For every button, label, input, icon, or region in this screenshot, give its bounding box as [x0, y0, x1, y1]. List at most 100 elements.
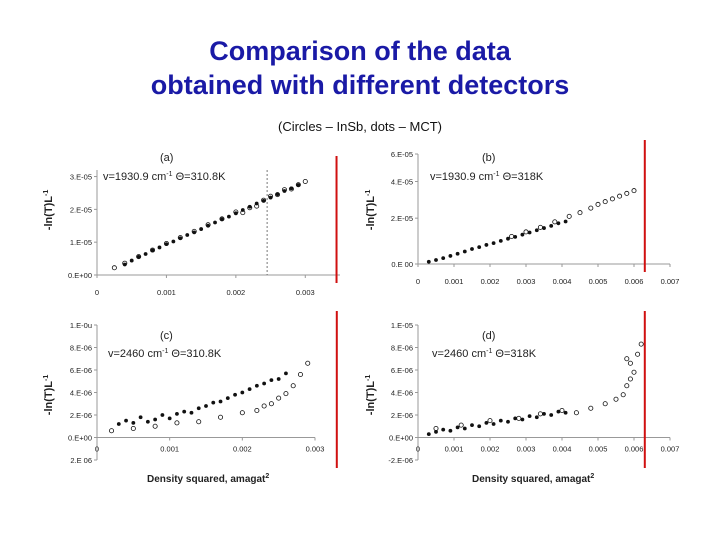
panel-label: (c)	[160, 330, 173, 342]
x-axis-label: Density squared, amagat2	[147, 473, 269, 485]
data-point-circle	[624, 356, 630, 362]
data-point-dot	[470, 247, 474, 251]
x-tick-label: 0	[95, 288, 99, 297]
data-point-circle	[588, 405, 594, 411]
data-point-dot	[556, 221, 561, 226]
data-point-circle	[577, 210, 583, 216]
annotation-wavenumber: v=1930.9 cm	[430, 171, 493, 183]
data-point-dot	[136, 255, 141, 259]
y-axis-label-text: -ln(T)L	[43, 196, 55, 230]
data-point-dot	[513, 234, 518, 239]
title-line-2: obtained with different detectors	[150, 70, 570, 100]
data-point-circle	[261, 403, 267, 409]
data-point-circle	[150, 247, 156, 253]
data-point-dot	[196, 406, 201, 411]
x-tick-label: 0.006	[625, 277, 644, 286]
data-point-circle	[136, 254, 142, 260]
data-point-dot	[213, 220, 217, 225]
data-point-circle	[196, 419, 202, 425]
data-point-dot	[441, 256, 446, 261]
y-tick-label: 0.E 00	[391, 260, 413, 269]
y-axis-label-text: -ln(T)L	[365, 196, 377, 230]
slide-title: Comparison of the data obtained with dif…	[0, 34, 720, 102]
data-point-dot	[189, 410, 194, 415]
x-tick-label: 0.001	[445, 277, 464, 286]
data-point-circle	[295, 182, 301, 188]
y-axis-label: -ln(T)L-1	[43, 190, 55, 231]
y-tick-label: 4.E-05	[391, 178, 413, 187]
data-point-circle	[254, 203, 260, 209]
y-axis-label-exponent: -1	[365, 190, 372, 196]
data-point-circle	[631, 188, 637, 194]
y-tick-label: 4.E-06	[70, 389, 92, 398]
data-point-dot	[434, 258, 438, 262]
data-point-circle	[635, 351, 641, 357]
x-tick-label: 0	[416, 445, 420, 454]
data-point-circle	[283, 391, 289, 397]
data-point-circle	[281, 187, 287, 193]
x-tick-label: 0	[416, 277, 420, 286]
annotation-temperature: Θ=318K	[500, 171, 544, 183]
data-point-dot	[218, 399, 223, 404]
data-point-dot	[131, 420, 136, 425]
data-point-circle	[627, 376, 633, 382]
y-axis-label-text: -ln(T)L	[43, 381, 55, 415]
data-point-circle	[537, 224, 543, 230]
x-tick-label: 0.002	[481, 277, 500, 286]
y-tick-label: 2.E-05	[391, 214, 413, 223]
data-point-circle	[617, 193, 623, 199]
data-point-dot	[129, 258, 134, 263]
data-point-circle	[523, 229, 529, 235]
data-point-circle	[261, 197, 267, 203]
x-tick-label: 0.002	[481, 445, 500, 454]
data-point-dot	[143, 252, 148, 256]
data-point-dot	[204, 404, 208, 408]
y-tick-label: 6.E-06	[70, 366, 92, 375]
x-axis-label-text: Density squared, amagat	[472, 474, 591, 485]
data-point-dot	[233, 392, 237, 397]
data-point-dot	[527, 230, 532, 235]
x-tick-label: 0.004	[553, 445, 572, 454]
y-tick-label: 6.E-06	[391, 366, 413, 375]
data-point-circle	[177, 235, 183, 241]
data-point-circle	[191, 228, 197, 234]
data-point-circle	[297, 371, 303, 377]
annotation-exponent: -1	[166, 171, 172, 178]
data-point-dot	[284, 371, 288, 376]
data-point-circle	[275, 192, 281, 198]
data-point-dot	[491, 422, 496, 426]
data-point-dot	[491, 241, 496, 246]
data-point-circle	[239, 410, 245, 416]
y-axis-label-exponent: -1	[365, 375, 372, 381]
data-point-circle	[240, 210, 246, 216]
panel-label: (b)	[482, 152, 495, 164]
data-point-circle	[516, 415, 522, 421]
data-point-circle	[111, 265, 117, 271]
y-tick-label: 1.E-0u	[70, 321, 92, 330]
x-tick-label: 0.003	[296, 288, 315, 297]
x-tick-label: 0.005	[589, 445, 608, 454]
data-point-dot	[520, 417, 525, 422]
annotation-exponent: -1	[486, 348, 492, 355]
data-point-dot	[296, 183, 301, 187]
data-point-dot	[276, 377, 281, 381]
data-point-dot	[513, 416, 518, 421]
data-point-dot	[247, 387, 252, 392]
data-point-circle	[305, 360, 311, 366]
data-point-dot	[448, 428, 453, 433]
x-tick-label: 0.003	[517, 445, 536, 454]
data-point-dot	[542, 226, 546, 230]
data-point-dot	[462, 249, 467, 254]
data-point-dot	[498, 239, 503, 243]
data-point-dot	[484, 243, 489, 247]
data-point-dot	[116, 422, 121, 426]
y-axis-label-exponent: -1	[43, 190, 50, 196]
y-tick-label: 2.E-06	[391, 411, 413, 420]
annotation-temperature: Θ=310.8K	[168, 348, 222, 360]
data-point-dot	[549, 223, 554, 228]
slide-subtitle: (Circles – InSb, dots – MCT)	[278, 119, 442, 134]
data-point-dot	[520, 232, 525, 237]
y-tick-label: 4.E-06	[391, 389, 413, 398]
data-point-circle	[566, 213, 572, 219]
